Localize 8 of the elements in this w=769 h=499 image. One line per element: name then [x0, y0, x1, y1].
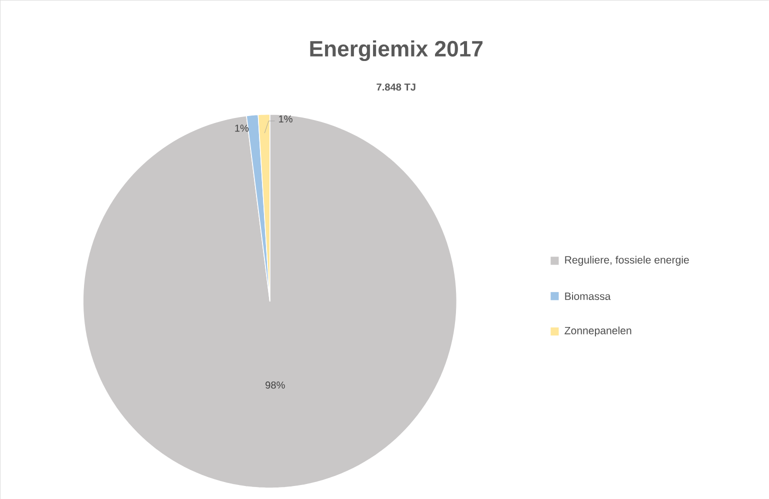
data-label: 1% [279, 115, 292, 122]
legend-label: Zonnepanelen [564, 326, 632, 336]
chart-title: Energiemix 2017 [310, 40, 482, 61]
chart-subtitle: 7.848 TJ [376, 83, 416, 90]
legend-label: Reguliere, fossiele energie [565, 256, 689, 266]
data-label: 98% [266, 381, 285, 388]
data-label: 1% [235, 124, 249, 132]
legend-label: Biomassa [565, 292, 611, 300]
